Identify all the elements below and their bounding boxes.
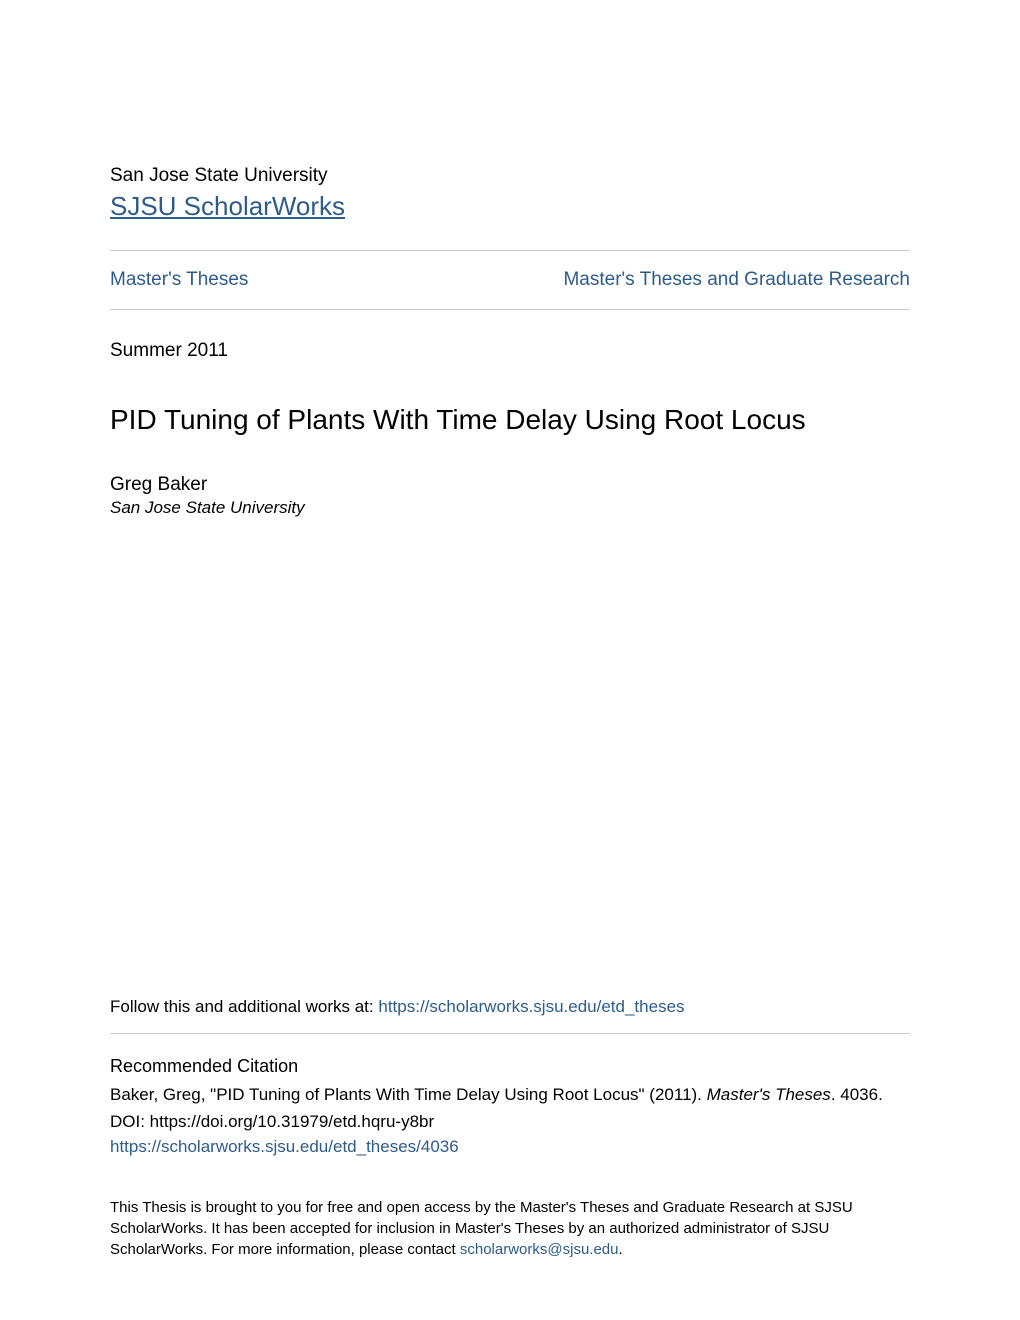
nav-link-right[interactable]: Master's Theses and Graduate Research [563,269,910,291]
citation-line1-pre: Baker, Greg, "PID Tuning of Plants With … [110,1085,707,1104]
document-page: San Jose State University SJSU ScholarWo… [0,0,1020,1320]
header-block: San Jose State University SJSU ScholarWo… [110,165,910,222]
citation-doi: DOI: https://doi.org/10.31979/etd.hqru-y… [110,1110,910,1134]
citation-line1: Baker, Greg, "PID Tuning of Plants With … [110,1083,910,1107]
divider-bottom [110,309,910,310]
nav-link-left[interactable]: Master's Theses [110,269,248,291]
nav-row: Master's Theses Master's Theses and Grad… [110,251,910,309]
publication-date: Summer 2011 [110,340,910,362]
follow-text: Follow this and additional works at: htt… [110,997,910,1017]
paper-title: PID Tuning of Plants With Time Delay Usi… [110,402,910,438]
citation-line1-post: . 4036. [831,1085,883,1104]
contact-email-link[interactable]: scholarworks@sjsu.edu [460,1241,619,1258]
citation-line1-italic: Master's Theses [707,1085,831,1104]
follow-url-link[interactable]: https://scholarworks.sjsu.edu/etd_theses [378,997,684,1016]
author-affiliation: San Jose State University [110,498,910,518]
university-name: San Jose State University [110,165,910,187]
disclaimer-text: This Thesis is brought to you for free a… [110,1197,910,1260]
follow-prefix: Follow this and additional works at: [110,997,378,1016]
footer-section: Follow this and additional works at: htt… [110,997,910,1260]
divider-footer [110,1033,910,1034]
repository-title-link[interactable]: SJSU ScholarWorks [110,191,345,221]
citation-heading: Recommended Citation [110,1056,910,1077]
disclaimer-post: . [619,1241,623,1258]
citation-url-link[interactable]: https://scholarworks.sjsu.edu/etd_theses… [110,1137,459,1157]
author-name: Greg Baker [110,474,910,496]
